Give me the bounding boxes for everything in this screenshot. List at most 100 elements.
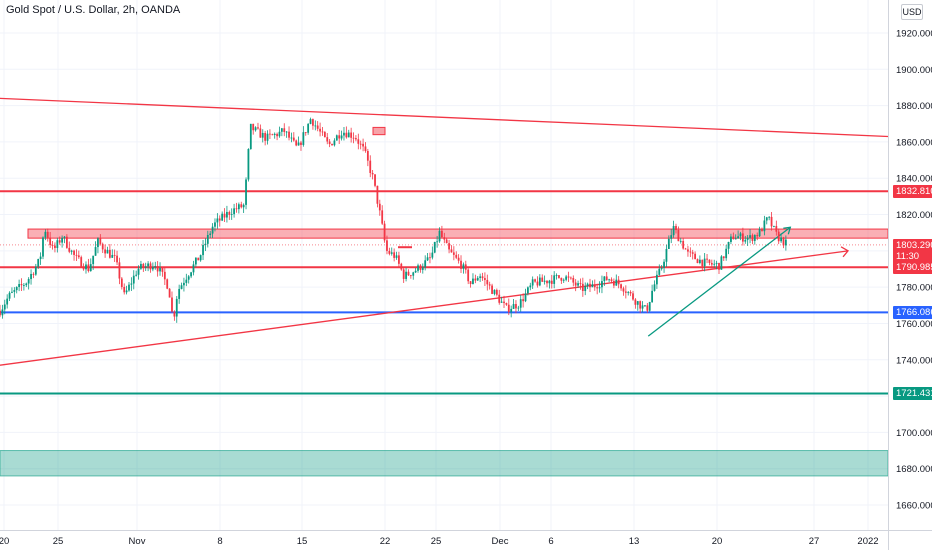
candle-body — [445, 239, 448, 244]
candle-body — [732, 236, 735, 240]
candle-body — [493, 289, 496, 294]
candle-body — [522, 299, 525, 302]
candle-body — [292, 137, 295, 141]
candle-body — [331, 143, 333, 146]
candle-body — [108, 249, 111, 258]
candle-body — [701, 259, 704, 267]
candle-body — [54, 245, 56, 248]
candle-body — [6, 298, 9, 305]
candle-body — [746, 237, 749, 240]
candle-body — [68, 247, 71, 252]
candle-body — [149, 263, 152, 270]
candle-body — [679, 240, 682, 242]
candle-body — [307, 123, 310, 133]
y-tick-label: 1820.000 — [896, 210, 932, 221]
y-tick-label: 1700.000 — [896, 428, 932, 439]
candle-body — [180, 285, 183, 289]
candle-body — [383, 223, 386, 241]
candle-body — [593, 284, 596, 288]
candle-body — [775, 225, 778, 232]
candle-body — [433, 241, 436, 253]
candle-body — [677, 230, 680, 242]
candle-body — [527, 287, 529, 294]
candle-body — [546, 280, 548, 284]
candle-body — [113, 254, 116, 256]
candle-body — [452, 252, 455, 255]
candle-body — [417, 265, 419, 271]
candle-body — [409, 275, 412, 277]
candle-body — [519, 299, 522, 308]
candle-body — [118, 262, 121, 279]
candle-body — [128, 284, 130, 291]
candle-body — [46, 231, 49, 238]
candle-body — [216, 218, 219, 223]
price-zones — [0, 228, 889, 477]
candle-body — [130, 283, 133, 285]
candle-body — [689, 251, 692, 253]
candle-body — [429, 257, 431, 259]
candle-body — [703, 258, 706, 267]
candle-body — [524, 293, 527, 302]
candle-body — [730, 236, 732, 242]
candle-body — [407, 271, 410, 276]
candle-body — [347, 132, 350, 138]
candle-body — [617, 279, 620, 285]
candle-body — [218, 218, 221, 221]
candle-body — [309, 119, 312, 124]
candle-body — [663, 261, 665, 268]
candle-body — [245, 179, 247, 205]
x-tick-label: 25 — [431, 536, 442, 547]
candle-body — [101, 243, 104, 250]
candle-body — [634, 299, 637, 305]
candle-body — [63, 236, 66, 238]
candle-body — [558, 275, 560, 278]
candle-body — [120, 278, 123, 287]
candle-body — [510, 308, 513, 313]
candle-body — [233, 208, 235, 215]
candle-body — [438, 230, 441, 242]
price-label: 1832.810 — [893, 185, 932, 199]
candle-body — [355, 138, 357, 140]
candle-body — [655, 274, 658, 285]
candle-body — [474, 278, 477, 281]
candle-body — [644, 305, 646, 307]
candle-body — [426, 257, 429, 261]
candle-body — [603, 276, 606, 282]
candle-body — [111, 254, 114, 258]
candle-body — [503, 301, 505, 304]
candle-body — [190, 272, 192, 277]
candle-body — [11, 291, 13, 293]
x-tick-label: 8 — [217, 536, 222, 547]
candle-body — [682, 240, 685, 249]
candle-body — [741, 233, 744, 242]
candle-body — [374, 174, 376, 186]
candle-body — [722, 256, 725, 259]
candle-body — [500, 301, 503, 303]
candle-body — [727, 241, 730, 249]
candle-body — [80, 257, 83, 268]
candle-body — [326, 137, 329, 142]
candle-body — [204, 243, 207, 245]
candle-body — [364, 146, 367, 151]
candle-body — [27, 279, 30, 284]
candle-body — [402, 269, 405, 279]
candle-body — [548, 280, 551, 284]
candle-body — [550, 280, 553, 284]
currency-button[interactable]: USD — [901, 4, 923, 20]
candle-body — [784, 239, 787, 246]
candle-body — [226, 211, 228, 218]
x-tick-label: Nov — [129, 536, 146, 547]
candle-body — [230, 214, 233, 215]
trendline — [647, 226, 791, 337]
candle-body — [515, 304, 517, 309]
candle-body — [202, 244, 204, 256]
trendline — [0, 97, 889, 138]
candle-body — [481, 276, 484, 279]
candle-body — [414, 270, 417, 273]
candle-body — [586, 283, 589, 287]
candle-body — [739, 233, 742, 237]
price-label: 1721.431 — [893, 387, 932, 401]
candle-body — [328, 141, 331, 144]
candle-body — [249, 123, 252, 149]
